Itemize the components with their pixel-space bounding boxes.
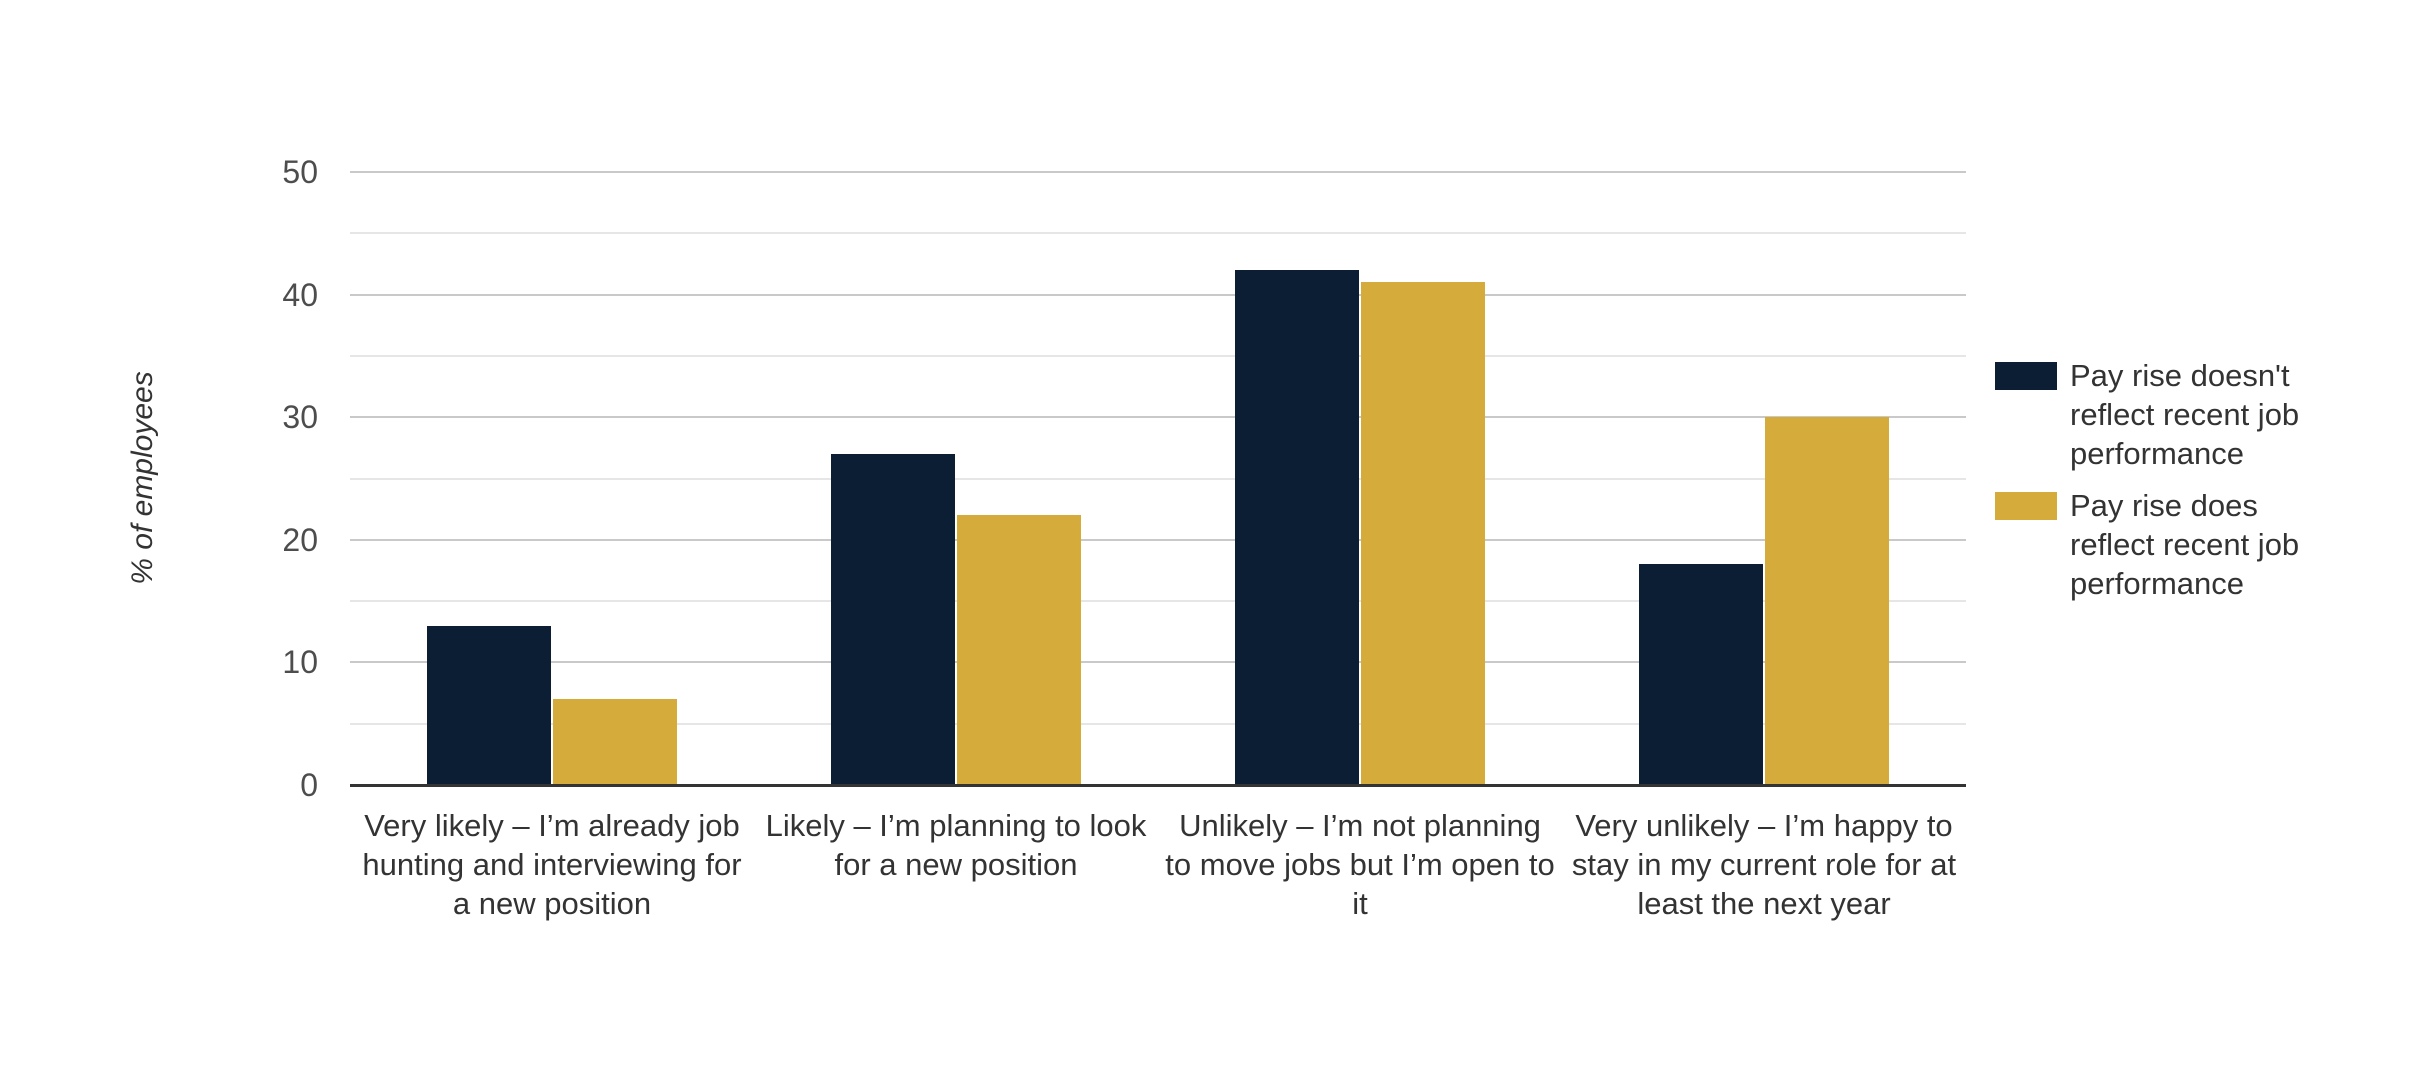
category-label-line: Likely – I’m planning to look [765,808,1147,843]
y-axis-label: % of employees [126,371,159,585]
legend-swatch-1 [1995,362,2057,390]
plot-area [350,171,1966,787]
y-tick-label-20: 20 [282,521,318,558]
category-label-line: least the next year [1637,886,1891,921]
category-label-line: Unlikely – I’m not planning [1179,808,1541,843]
legend-label-2: Pay rise does reflect recent job performan… [2070,486,2299,603]
minor-gridline-35 [350,354,1966,357]
category-label-1: Very likely – I’m already job hunting and… [322,806,782,923]
y-tick-label-10: 10 [282,644,318,681]
bar-series2-category1 [553,699,677,785]
bar-series2-category2 [957,515,1081,785]
legend-item-2: Pay rise does reflect recent job performan… [1995,486,2299,603]
major-gridline-40 [350,293,1966,296]
category-label-line: Very likely – I’m already job [364,808,740,843]
minor-gridline-25 [350,477,1966,480]
category-label-line: stay in my current role for at [1571,847,1957,882]
major-gridline-20 [350,538,1966,541]
minor-gridline-15 [350,600,1966,603]
bar-series2-category3 [1361,282,1485,785]
legend-label-line: performance [2070,566,2245,601]
y-tick-label-30: 30 [282,399,318,436]
category-label-3: Unlikely – I’m not planning to move jobs … [1130,806,1590,923]
major-gridline-50 [350,171,1966,173]
y-tick-label-50: 50 [282,154,318,190]
minor-gridline-5 [350,722,1966,725]
bar-series2-category4 [1765,417,1889,785]
y-tick-label-0: 0 [300,767,318,803]
category-label-line: hunting and interviewing for [362,847,742,882]
category-label-line: it [1352,886,1368,921]
legend-label-line: Pay rise doesn't [2070,358,2290,393]
bar-series1-category1 [427,625,551,785]
x-axis-line [350,784,1966,787]
y-tick-label-40: 40 [282,276,318,313]
legend-item-1: Pay rise doesn't reflect recent job perfor… [1995,356,2299,473]
legend-label-line: Pay rise does [2070,488,2258,523]
legend-label-1: Pay rise doesn't reflect recent job perfor… [2070,356,2299,473]
legend-label-line: performance [2070,436,2245,471]
category-label-4: Very unlikely – I’m happy to stay in my c… [1534,806,1994,923]
category-label-line: a new position [452,886,652,921]
minor-gridline-45 [350,232,1966,235]
legend-label-line: reflect recent job [2070,527,2300,562]
legend: Pay rise doesn't reflect recent job perfor… [1995,356,2299,616]
category-label-line: to move jobs but I’m open to [1165,847,1555,882]
legend-swatch-2 [1995,492,2057,520]
bar-series1-category2 [831,453,955,785]
bar-series1-category4 [1639,564,1763,785]
category-label-line: Very unlikely – I’m happy to [1575,808,1953,843]
major-gridline-10 [350,661,1966,664]
bar-series1-category3 [1235,270,1359,785]
category-label-2: Likely – I’m planning to look for a new p… [726,806,1186,884]
category-label-line: for a new position [834,847,1078,882]
legend-label-line: reflect recent job [2070,397,2300,432]
major-gridline-30 [350,416,1966,419]
